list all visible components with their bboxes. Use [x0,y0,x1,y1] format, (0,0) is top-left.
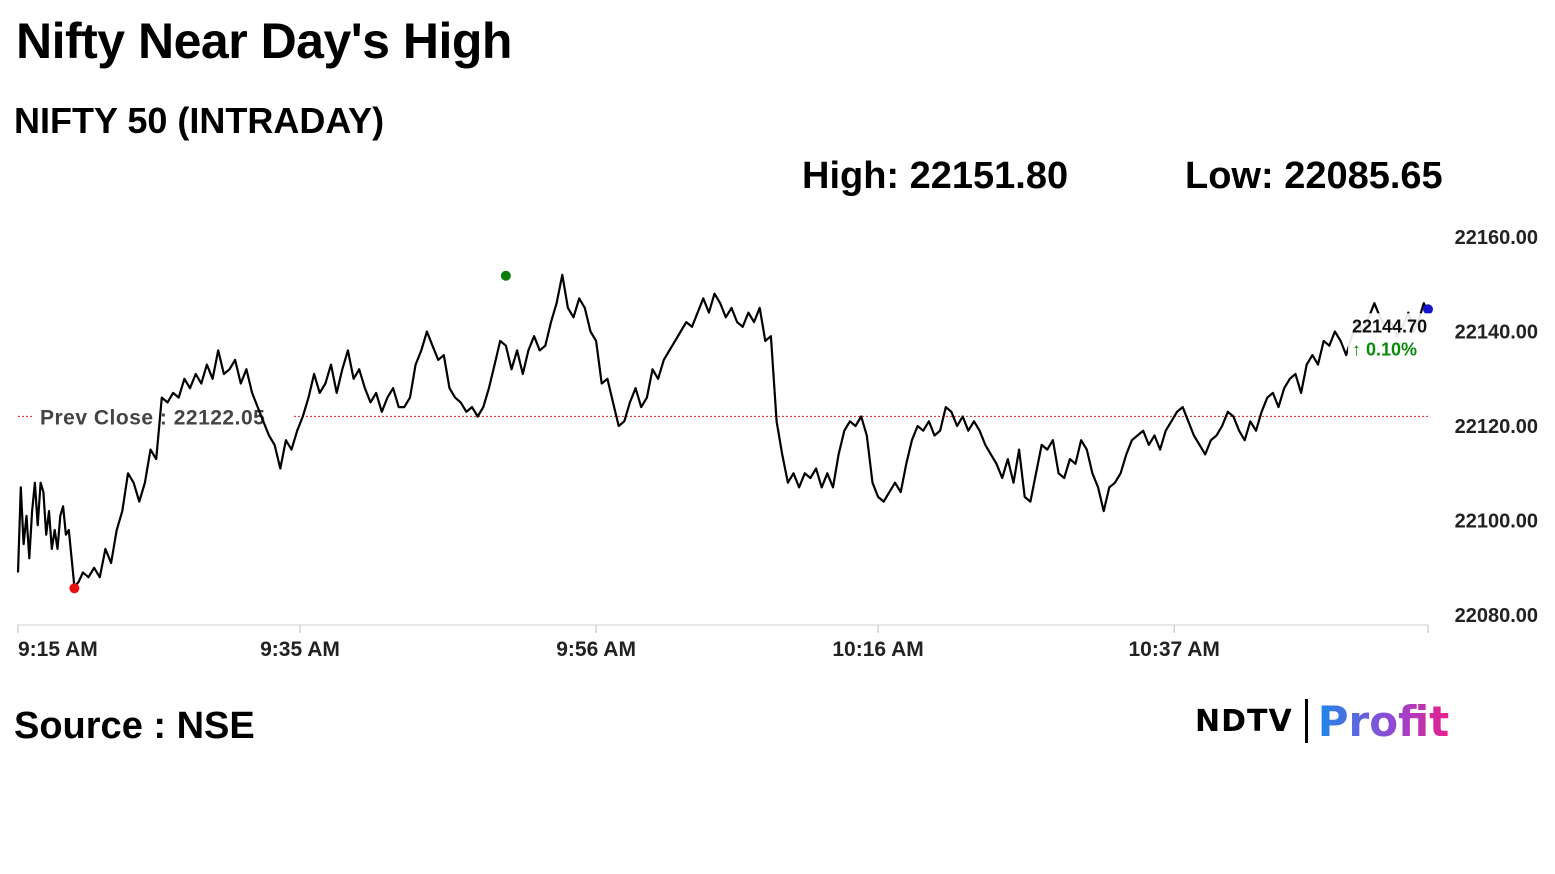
logo-ndtv-wordmark: NDTV [1195,703,1293,739]
day-high-stat: High: 22151.80 [802,155,1069,197]
day-low-marker [69,583,80,594]
day-low-stat: Low: 22085.65 [1185,155,1443,197]
x-tick-label: 9:35 AM [260,638,340,661]
x-tick-label: 9:56 AM [556,638,636,661]
logo-profit-wordmark: Profit [1317,696,1450,746]
y-tick-label: 22140.00 [1455,322,1538,344]
last-price-label-bg [1348,313,1434,366]
y-tick-label: 22160.00 [1455,227,1538,249]
last-price-label: 22144.70 [1352,316,1427,336]
x-tick-label: 10:37 AM [1128,638,1219,661]
logo-separator [1304,699,1308,743]
chart-subtitle: NIFTY 50 (INTRADAY) [14,100,385,141]
x-tick-label: 9:15 AM [18,638,98,661]
prev-close-label-bg [34,399,292,430]
x-tick-label: 10:16 AM [832,638,923,661]
chart-headline: Nifty Near Day's High [16,13,512,69]
y-tick-label: 22120.00 [1455,416,1538,438]
price-series-line [16,273,1430,588]
y-tick-label: 22100.00 [1455,511,1538,533]
last-change-label: ↑ 0.10% [1352,339,1417,359]
ndtv-profit-logo: NDTV Profit [1195,696,1450,746]
source-note: Source : NSE [14,705,255,747]
prev-close-label: Prev Close : 22122.05 [40,406,265,429]
y-tick-label: 22080.00 [1455,605,1538,627]
last-price-marker [1423,304,1433,315]
day-high-marker [500,270,511,281]
